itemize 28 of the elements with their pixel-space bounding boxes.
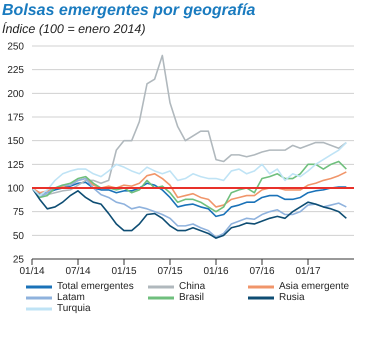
legend-label: Turquia xyxy=(57,303,91,314)
x-tick-label: 01/17 xyxy=(295,266,321,278)
x-tick-label: 01/14 xyxy=(19,266,45,278)
line-series xyxy=(32,187,348,239)
legend-label: China xyxy=(179,281,206,292)
legend-label: Total emergentes xyxy=(57,281,134,292)
y-tick-label: 250 xyxy=(7,42,24,53)
legend-label: Asia emergente xyxy=(279,281,350,292)
x-tick-label: 07/16 xyxy=(249,266,275,278)
line-series xyxy=(32,142,348,196)
x-tick-label: 07/14 xyxy=(65,266,91,278)
legend-label: Rusia xyxy=(279,292,305,303)
y-tick-label: 200 xyxy=(7,88,24,100)
chart-subtitle: Índice (100 = enero 2014) xyxy=(2,22,147,36)
y-tick-label: 175 xyxy=(7,112,24,124)
legend-label: Brasil xyxy=(179,292,204,303)
y-tick-label: 100 xyxy=(7,184,24,195)
y-tick-label: 50 xyxy=(12,230,24,242)
y-tick-label: 225 xyxy=(7,65,24,76)
x-tick-label: 07/15 xyxy=(157,266,183,278)
x-tick-label: 01/16 xyxy=(203,266,229,278)
y-tick-label: 150 xyxy=(7,136,24,148)
y-tick-label: 75 xyxy=(12,207,24,218)
y-tick-label: 125 xyxy=(7,160,24,171)
chart-title: Bolsas emergentes por geografía xyxy=(2,2,256,20)
legend-label: Latam xyxy=(57,292,85,303)
y-tick-label: 25 xyxy=(12,254,24,266)
x-tick-label: 01/15 xyxy=(111,266,137,278)
